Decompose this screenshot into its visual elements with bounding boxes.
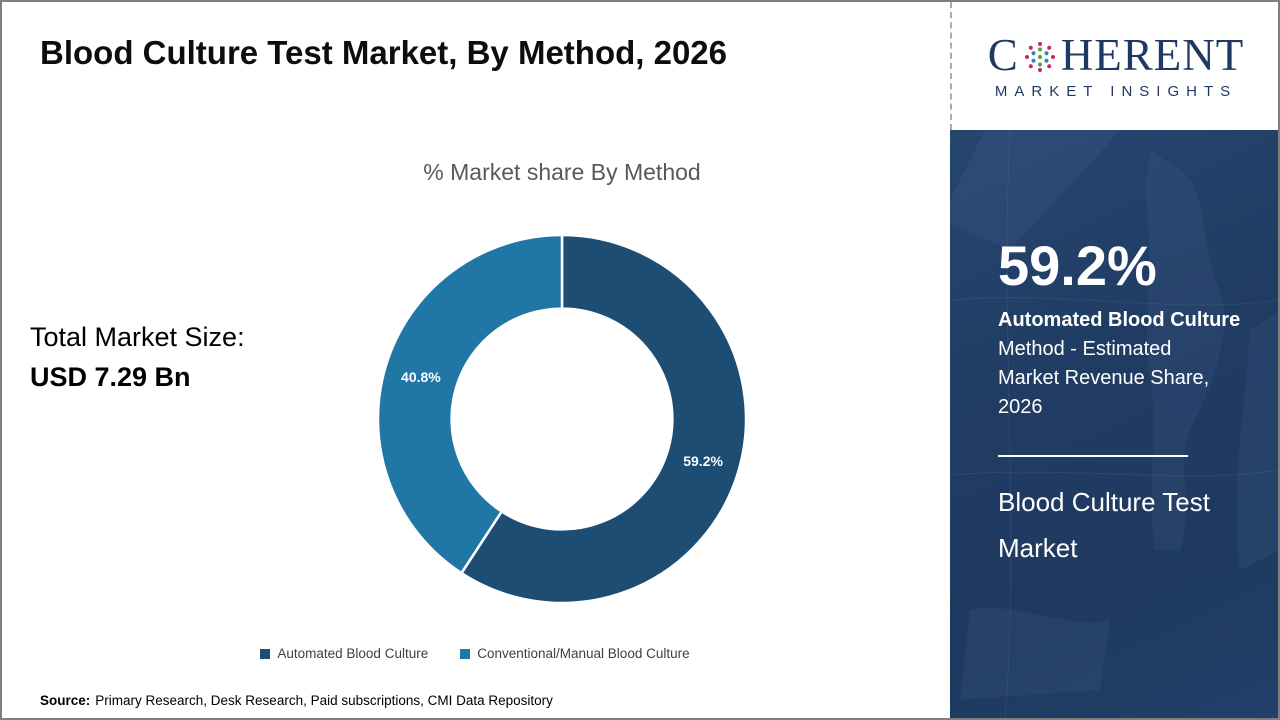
stat-desc-line: 2026 <box>998 396 1043 418</box>
donut-slice-0 <box>459 233 748 605</box>
sidebar-divider <box>998 455 1188 457</box>
highlight-sidebar: 59.2% Automated Blood Culture Method - E… <box>950 130 1278 718</box>
donut-slice-1 <box>376 233 564 575</box>
source-label: Source: <box>40 693 91 708</box>
total-market-size-block: Total Market Size: USD 7.29 Bn <box>30 322 245 393</box>
logo-text-prefix: C <box>987 29 1019 80</box>
stat-desc-line: Method - Estimated <box>998 338 1172 360</box>
legend-swatch-conventional-icon <box>460 648 471 659</box>
stat-value: 59.2% <box>998 234 1157 297</box>
legend-item-conventional: Conventional/Manual Blood Culture <box>460 646 690 661</box>
brand-strip: C HERENT MARKET INSIGHTS <box>950 2 1278 130</box>
source-text: Primary Research, Desk Research, Paid su… <box>95 693 553 708</box>
logo-text-suffix: HERENT <box>1060 29 1245 80</box>
coherent-globe-icon <box>1024 42 1055 72</box>
stat-description: Automated Blood Culture Method - Estimat… <box>998 306 1260 422</box>
chart-title: % Market share By Method <box>423 159 701 185</box>
donut-chart: 59.2% 40.8% <box>376 233 748 605</box>
report-title: Blood Culture Test Market <box>998 479 1252 571</box>
total-market-size-value: USD 7.29 Bn <box>30 362 191 392</box>
legend-swatch-automated-icon <box>260 648 271 659</box>
total-market-size-label: Total Market Size: <box>30 322 245 352</box>
report-title-line: Market <box>998 533 1078 563</box>
logo-tagline: MARKET INSIGHTS <box>994 82 1238 100</box>
chart-legend: Automated Blood Culture Conventional/Man… <box>2 646 948 661</box>
stat-desc-line: Automated Blood Culture <box>998 309 1241 331</box>
coherent-logo: C HERENT <box>987 29 1245 80</box>
report-title-line: Blood Culture Test <box>998 487 1210 517</box>
legend-label-automated: Automated Blood Culture <box>277 646 429 661</box>
page-title: Blood Culture Test Market, By Method, 20… <box>40 34 728 71</box>
world-map-texture <box>950 130 1278 718</box>
legend-label-conventional: Conventional/Manual Blood Culture <box>477 646 690 661</box>
donut-slice-label-0: 59.2% <box>683 453 723 469</box>
legend-item-automated: Automated Blood Culture <box>260 646 428 661</box>
source-line: Source: Primary Research, Desk Research, … <box>40 693 553 708</box>
donut-slice-label-1: 40.8% <box>401 369 441 385</box>
stat-desc-line: Market Revenue Share, <box>998 367 1210 389</box>
